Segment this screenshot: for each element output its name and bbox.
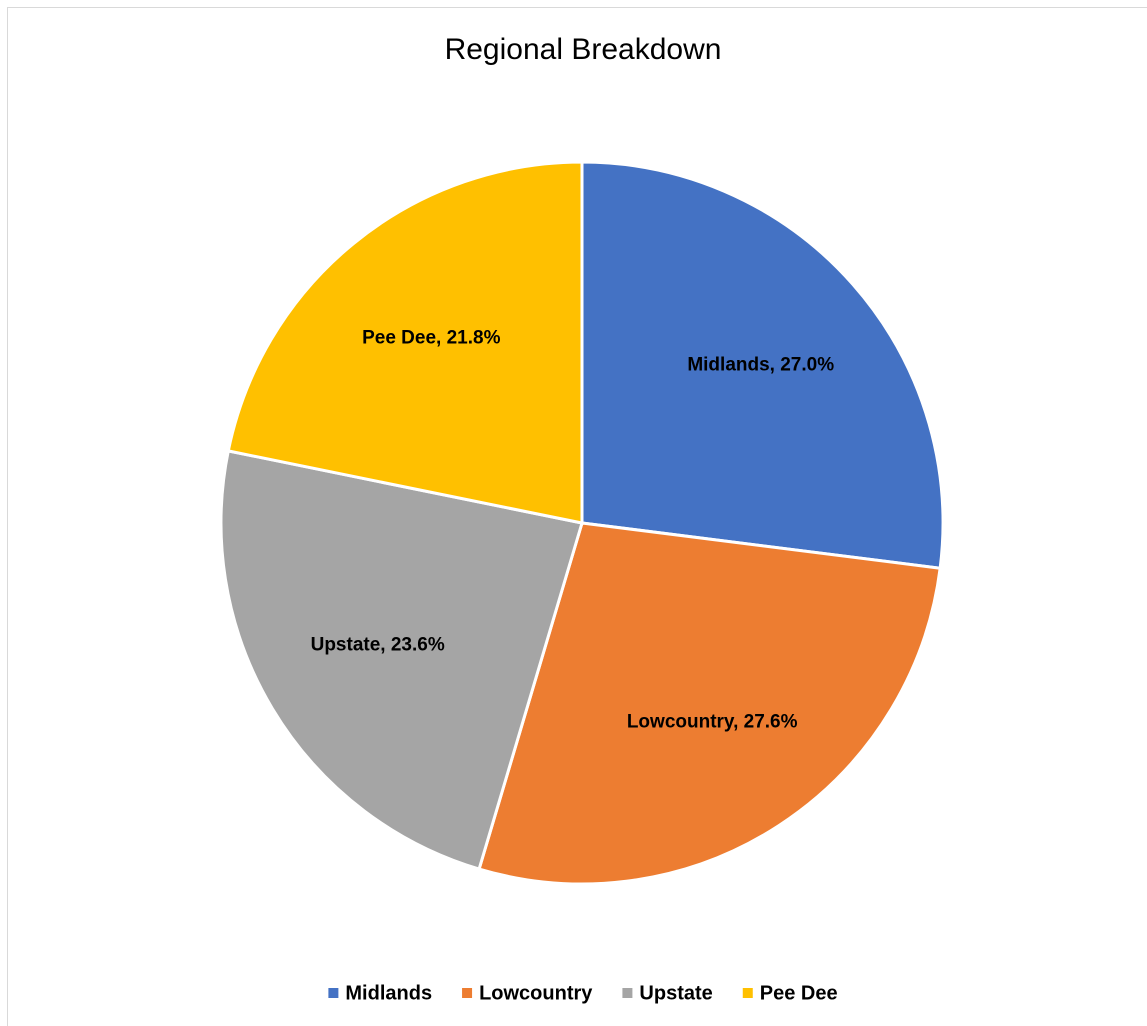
data-labels: Midlands, 27.0% Lowcountry, 27.6% Upstate,…: [311, 327, 835, 732]
data-label: Lowcountry, 27.6%: [627, 712, 798, 733]
legend: Midlands Lowcountry Upstate Pee Dee: [328, 982, 838, 1004]
pie-slice: [580, 160, 945, 570]
legend-swatch: [328, 988, 339, 998]
legend-swatch: [742, 988, 753, 998]
legend-swatch: [462, 988, 473, 998]
chart-title: Regional Breakdown: [445, 33, 722, 66]
pie-slice: [226, 160, 584, 525]
data-label: Midlands, 27.0%: [687, 354, 834, 375]
data-label: Upstate, 23.6%: [311, 635, 445, 656]
legend-swatch: [622, 988, 633, 998]
legend-label: Pee Dee: [760, 982, 838, 1004]
pie-slice: [477, 521, 942, 886]
data-label: Pee Dee, 21.8%: [362, 327, 500, 348]
legend-label: Midlands: [345, 982, 432, 1004]
legend-label: Lowcountry: [479, 982, 593, 1004]
pie-slice: [219, 449, 584, 871]
legend-label: Upstate: [639, 982, 712, 1004]
pie: [219, 160, 945, 886]
